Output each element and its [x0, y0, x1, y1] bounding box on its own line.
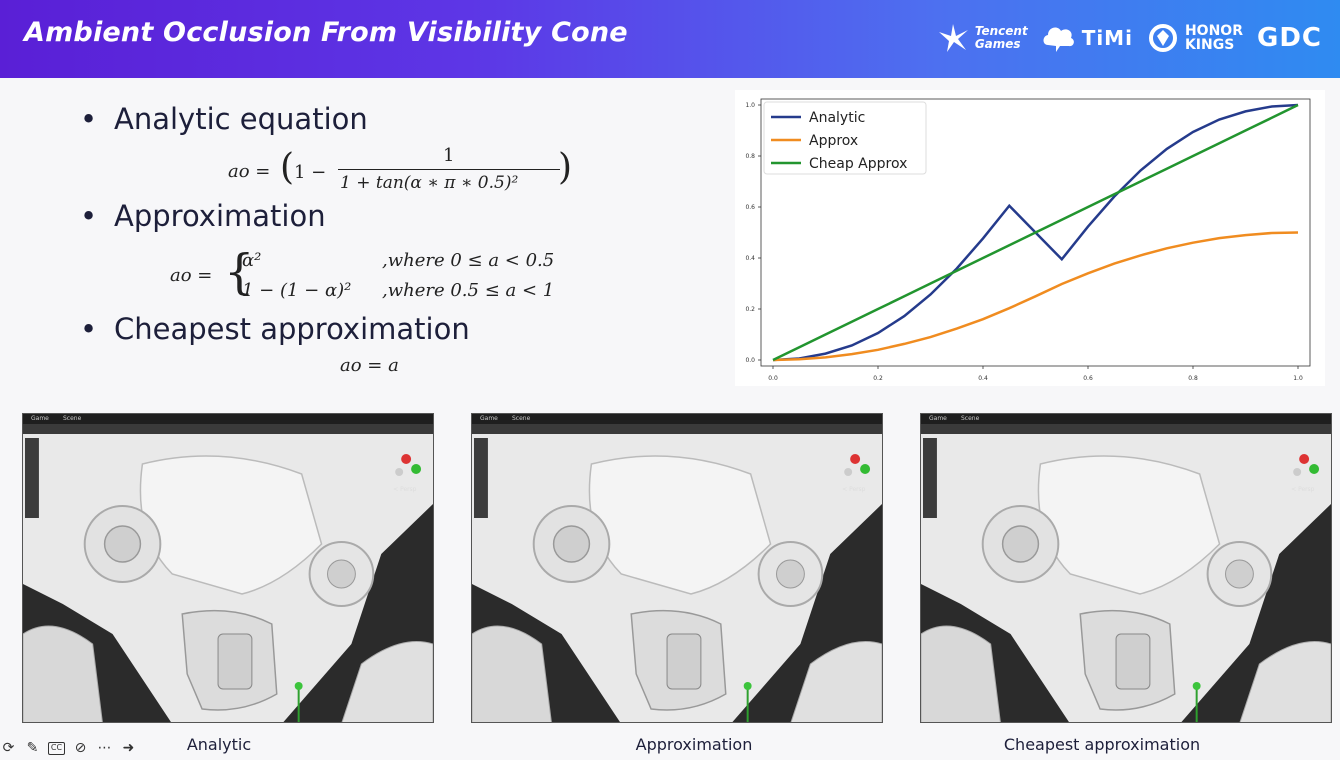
loop-icon[interactable]: ⟳: [2, 740, 15, 756]
bullet-dot: •: [80, 199, 98, 233]
honor-emblem-icon: [1148, 24, 1177, 52]
x-tick-label: 1.0: [1293, 375, 1303, 382]
x-tick-label: 0.0: [768, 375, 778, 382]
equation-one-minus: 1 −: [294, 162, 327, 183]
x-tick-label: 0.8: [1188, 375, 1198, 382]
scene-tab: Scene: [961, 415, 980, 422]
bullet-label: Cheapest approximation: [114, 312, 470, 346]
chart-svg: 0.0 0.2 0.4 0.6 0.8 1.0 0.0 0.2 0.4 0.6 0.8 1.0 Anal…: [745, 98, 1311, 382]
close-paren: ): [558, 147, 573, 188]
legend-box: [763, 101, 927, 175]
equation-numerator: 1: [443, 145, 455, 166]
robot-render: < Persp: [921, 434, 1331, 722]
editor-tab-bar: Game Scene: [921, 414, 1331, 424]
bullet-dot: •: [80, 312, 98, 346]
screenshot-caption: Analytic: [186, 735, 252, 754]
perspective-label: < Persp: [393, 486, 416, 493]
bullet-approximation: • Approximation: [80, 199, 326, 233]
timi-logo: TiMi: [1042, 23, 1133, 53]
series-line-approx: [772, 231, 1299, 362]
tencent-star-icon: [938, 24, 968, 52]
gdc-logo-text: GDC: [1256, 23, 1322, 53]
scene-toolbar: [921, 424, 1331, 434]
x-tick-label: 0.4: [978, 375, 988, 382]
equation-lhs: ao =: [170, 265, 213, 286]
unity-scene-view-screenshot: Game Scene: [471, 413, 883, 723]
bullet-cheapest: • Cheapest approximation: [80, 312, 470, 346]
timi-logo-text: TiMi: [1081, 26, 1133, 50]
ao-comparison-chart: 0.0 0.2 0.4 0.6 0.8 1.0 0.0 0.2 0.4 0.6 0.8 1.0 Anal…: [735, 90, 1325, 386]
honor-of-kings-logo: HONOR KINGS: [1147, 22, 1243, 54]
scene-toolbar: [23, 424, 433, 434]
editor-tab-bar: Game Scene: [23, 414, 433, 424]
y-tick-label: 1.0: [745, 102, 755, 109]
y-tick-label: 0.2: [745, 306, 755, 313]
scene-toolbar: [472, 424, 882, 434]
screenshot-caption: Approximation: [635, 735, 753, 754]
bullet-label: Approximation: [114, 199, 326, 233]
y-tick-label: 0.4: [745, 255, 755, 262]
unity-scene-view-screenshot: Game Scene: [22, 413, 434, 723]
perspective-label: < Persp: [1291, 486, 1314, 493]
sponsor-logos: Tencent Games TiMi HONOR KINGS GDC: [937, 16, 1322, 60]
tencent-logo-text: Tencent: [974, 24, 1028, 38]
approx-condition-two: ,where 0.5 ≤ a < 1: [382, 280, 555, 301]
robot-render: < Persp: [472, 434, 882, 722]
bullet-analytic: • Analytic equation: [80, 102, 368, 136]
game-tab: Game: [480, 415, 498, 422]
approximation-equation: ao = { α² ,where 0 ≤ a < 0.5 1 − (1 − α)…: [170, 244, 590, 308]
player-controls: ⟳ ✎ CC ⊘ ⋯ ➜: [0, 740, 137, 757]
more-icon[interactable]: ⋯: [97, 740, 112, 756]
series-line-cheap-approx: [772, 103, 1299, 362]
games-logo-text: Games: [974, 37, 1021, 51]
tencent-games-logo: Tencent Games: [937, 24, 1028, 52]
y-tick-label: 0.0: [745, 357, 755, 364]
timi-cloud-icon: [1043, 27, 1074, 52]
approx-case-one: α²: [242, 250, 262, 271]
equation-lhs: ao =: [228, 161, 271, 182]
legend-entry: Approx: [809, 133, 858, 149]
equation-denominator: 1 + tan(α ∗ π ∗ 0.5)²: [340, 173, 519, 193]
slide-title: Ambient Occlusion From Visibility Cone: [24, 17, 628, 48]
cheapest-equation: ao = a: [340, 355, 399, 376]
game-tab: Game: [929, 415, 947, 422]
y-tick-label: 0.8: [745, 153, 755, 160]
slide-header: Ambient Occlusion From Visibility Cone T…: [0, 0, 1340, 78]
scene-tab: Scene: [512, 415, 531, 422]
plot-frame: [760, 98, 1311, 367]
editor-tab-bar: Game Scene: [472, 414, 882, 424]
game-tab: Game: [31, 415, 49, 422]
legend-entry: Analytic: [809, 110, 865, 126]
fraction-bar: [338, 169, 560, 170]
screenshot-caption: Cheapest approximation: [1003, 735, 1201, 754]
unity-scene-view-screenshot: Game Scene: [920, 413, 1332, 723]
legend-entry: Cheap Approx: [809, 156, 907, 172]
perspective-label: < Persp: [842, 486, 865, 493]
x-tick-label: 0.6: [1083, 375, 1093, 382]
analytic-equation: ao = ( 1 − 1 1 + tan(α ∗ π ∗ 0.5)² ): [228, 145, 588, 197]
honor-logo-text: HONOR: [1184, 23, 1243, 39]
scene-tab: Scene: [63, 415, 82, 422]
gdc-logo: GDC: [1257, 23, 1322, 53]
x-tick-label: 0.2: [873, 375, 883, 382]
y-tick-label: 0.6: [745, 204, 755, 211]
kings-logo-text: KINGS: [1184, 37, 1235, 53]
approx-condition-one: ,where 0 ≤ a < 0.5: [382, 250, 555, 271]
robot-render: < Persp: [23, 434, 433, 722]
open-paren: (: [280, 147, 295, 188]
approx-case-two: 1 − (1 − α)²: [242, 280, 352, 301]
cc-icon[interactable]: CC: [48, 742, 65, 755]
pen-icon[interactable]: ✎: [26, 740, 39, 756]
next-icon[interactable]: ➜: [122, 740, 135, 756]
bullet-label: Analytic equation: [114, 102, 368, 136]
camera-off-icon[interactable]: ⊘: [74, 740, 87, 756]
curly-brace: {: [224, 244, 255, 300]
bullet-dot: •: [80, 102, 98, 136]
